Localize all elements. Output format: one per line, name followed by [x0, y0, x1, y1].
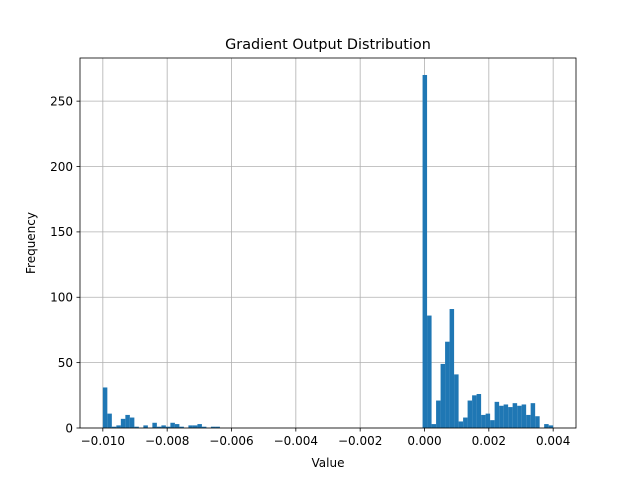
- histogram-bar: [192, 425, 198, 428]
- histogram-bar: [463, 417, 468, 428]
- histogram-bar: [161, 425, 166, 428]
- histogram-bar: [431, 424, 437, 428]
- histogram-bar: [458, 421, 464, 428]
- x-tick-label: −0.006: [209, 434, 253, 448]
- histogram-bar: [107, 413, 112, 428]
- histogram-bar: [210, 426, 216, 428]
- histogram-bar: [544, 424, 549, 428]
- histogram-bar: [134, 426, 139, 428]
- x-tick-label: −0.008: [145, 434, 189, 448]
- x-tick-label: 0.004: [536, 434, 570, 448]
- histogram-bar: [427, 315, 432, 428]
- histogram-bar: [436, 400, 441, 428]
- y-tick-label: 100: [50, 291, 73, 305]
- histogram-bar: [517, 405, 522, 428]
- chart-title: Gradient Output Distribution: [225, 37, 431, 53]
- y-tick-label: 0: [65, 421, 73, 435]
- histogram-bar: [179, 426, 184, 428]
- histogram-bar: [152, 422, 157, 428]
- histogram-bar: [467, 400, 473, 428]
- histogram-bar: [111, 426, 117, 428]
- histogram-bar: [521, 404, 527, 428]
- histogram-bar: [102, 387, 108, 428]
- histogram-bar: [156, 426, 162, 428]
- x-axis-label: Value: [312, 456, 345, 470]
- x-tick-label: −0.002: [338, 434, 382, 448]
- histogram-bar: [548, 425, 554, 428]
- y-tick-label: 250: [50, 94, 73, 108]
- y-axis-ticks: 0 50 100 150 200 250: [50, 94, 80, 435]
- histogram-bar: [129, 417, 135, 428]
- histogram-bar: [120, 418, 126, 428]
- histogram-bar: [485, 413, 491, 428]
- histogram-bar: [535, 416, 540, 428]
- histogram-bar: [215, 426, 220, 428]
- histogram-bar: [503, 404, 509, 428]
- histogram-bar: [445, 341, 450, 428]
- histogram-bar: [170, 422, 175, 428]
- histogram-bar: [422, 74, 428, 429]
- x-tick-label: 0.002: [472, 434, 506, 448]
- histogram-bar: [526, 414, 531, 428]
- histogram-bars: [102, 74, 554, 429]
- histogram-bar: [440, 363, 446, 428]
- histogram-bar: [165, 426, 171, 428]
- histogram-bar: [188, 425, 193, 428]
- histogram-bar: [201, 426, 207, 428]
- histogram-bar: [454, 374, 459, 428]
- y-tick-label: 200: [50, 160, 73, 174]
- y-tick-label: 150: [50, 225, 73, 239]
- histogram-bar: [125, 414, 130, 428]
- histogram-bar: [494, 401, 500, 428]
- histogram-bar: [116, 425, 121, 428]
- x-tick-label: −0.010: [81, 434, 125, 448]
- histogram-bar: [476, 394, 482, 428]
- x-axis-ticks: −0.010 −0.008 −0.006 −0.004 −0.002 0.000 0.002…: [81, 428, 570, 448]
- plot-frame: [79, 57, 577, 429]
- histogram-bar: [197, 424, 202, 428]
- histogram-bar: [530, 403, 536, 428]
- histogram-bar: [174, 424, 180, 428]
- histogram-bar: [490, 420, 495, 428]
- x-tick-label: −0.004: [274, 434, 318, 448]
- histogram-bar: [472, 395, 477, 428]
- x-tick-label: 0.000: [407, 434, 441, 448]
- histogram-bar: [508, 407, 513, 428]
- histogram-bar: [499, 405, 504, 428]
- histogram-bar: [143, 425, 148, 428]
- y-axis-label: Frequency: [24, 212, 38, 274]
- y-tick-label: 50: [58, 356, 73, 370]
- histogram-bar: [481, 414, 486, 428]
- histogram-bar: [449, 309, 455, 428]
- histogram-bar: [512, 403, 518, 428]
